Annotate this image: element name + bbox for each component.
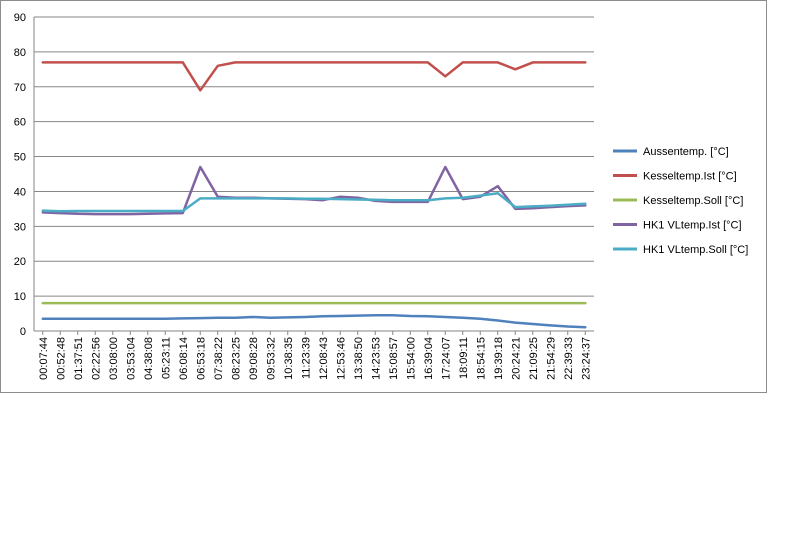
- legend-label: HK1 VLtemp.Soll [°C]: [643, 244, 748, 256]
- x-tick-label: 17:24:07: [440, 337, 452, 380]
- x-tick-label: 15:08:57: [388, 337, 400, 380]
- x-tick-label: 09:08:28: [248, 337, 260, 380]
- legend-label: Kesseltemp.Soll [°C]: [643, 195, 743, 207]
- x-axis: 00:07:44 00:52:48 01:37:51 02:22:56 03:08:00…: [34, 330, 594, 380]
- x-tick-label: 10:38:35: [283, 337, 295, 380]
- y-axis: 0 10 20 30 40 50 60 70 80 90: [14, 12, 35, 338]
- x-tick-label: 22:39:33: [563, 337, 575, 380]
- x-tick-label: 09:53:32: [265, 337, 277, 380]
- y-tick-label: 60: [14, 117, 26, 129]
- x-tick-label: 21:09:25: [528, 337, 540, 380]
- chart-frame: 0 10 20 30 40 50 60 70 80 90 00:07:44 00:52:48 01:3…: [0, 0, 767, 393]
- x-tick-label: 13:38:50: [353, 337, 365, 380]
- x-tick-label: 00:52:48: [55, 337, 67, 380]
- y-tick-label: 70: [14, 82, 26, 94]
- y-tick-label: 40: [14, 186, 26, 198]
- x-tick-label: 20:24:21: [510, 337, 522, 380]
- legend: Aussentemp. [°C] Kesseltemp.Ist [°C] Kesse…: [613, 146, 748, 256]
- y-tick-label: 80: [14, 47, 26, 59]
- x-tick-label: 21:54:29: [545, 337, 557, 380]
- y-tick-label: 20: [14, 256, 26, 268]
- x-tick-label: 23:24:37: [580, 337, 592, 380]
- y-tick-label: 90: [14, 12, 26, 24]
- x-tick-label: 16:39:04: [423, 337, 435, 380]
- series-line: [41, 314, 587, 329]
- x-tick-label: 01:37:51: [73, 337, 85, 380]
- series-line: [41, 165, 587, 216]
- y-tick-label: 50: [14, 152, 26, 164]
- x-tick-label: 14:23:53: [370, 337, 382, 380]
- x-tick-label: 12:53:46: [335, 337, 347, 380]
- x-tick-label: 15:54:00: [405, 337, 417, 380]
- x-tick-label: 18:09:11: [458, 337, 470, 379]
- x-tick-label: 05:23:11: [160, 337, 172, 379]
- series-line: [41, 61, 587, 92]
- series-line: [41, 191, 587, 213]
- x-tick-label: 19:39:18: [493, 337, 505, 380]
- legend-label: HK1 VLtemp.Ist [°C]: [643, 220, 742, 232]
- x-tick-label: 03:08:00: [108, 337, 120, 380]
- x-tick-label: 00:07:44: [38, 337, 50, 380]
- legend-label: Aussentemp. [°C]: [643, 146, 729, 158]
- grid-lines: [34, 16, 594, 332]
- x-tick-label: 02:22:56: [90, 337, 102, 380]
- x-tick-label: 12:08:43: [318, 337, 330, 380]
- x-tick-label: 07:38:22: [213, 337, 225, 380]
- x-tick-label: 11:23:39: [300, 337, 312, 379]
- series-lines: [41, 61, 587, 329]
- y-tick-label: 10: [14, 291, 26, 303]
- y-tick-label: 0: [20, 326, 26, 338]
- x-tick-label: 08:23:25: [230, 337, 242, 380]
- line-chart: 0 10 20 30 40 50 60 70 80 90 00:07:44 00:52:48 01:3…: [14, 12, 749, 380]
- x-tick-label: 03:53:04: [125, 337, 137, 380]
- legend-label: Kesseltemp.Ist [°C]: [643, 171, 737, 183]
- x-tick-label: 06:08:14: [178, 337, 190, 380]
- x-tick-label: 18:54:15: [475, 337, 487, 380]
- x-tick-label: 06:53:18: [195, 337, 207, 380]
- y-tick-label: 30: [14, 221, 26, 233]
- x-tick-label: 04:38:08: [143, 337, 155, 380]
